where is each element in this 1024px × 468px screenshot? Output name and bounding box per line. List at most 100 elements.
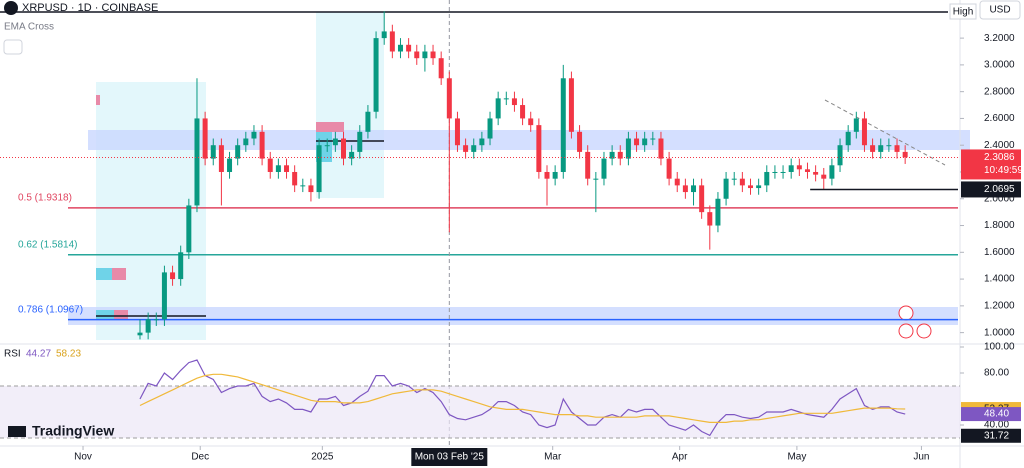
candle-body <box>373 38 379 112</box>
x-tick-label: Apr <box>672 452 688 463</box>
candle-body <box>528 118 534 126</box>
candle-body <box>764 171 770 186</box>
candle-body <box>397 44 403 52</box>
candle-body <box>870 145 876 152</box>
candle-body <box>650 138 656 140</box>
candle-body <box>894 145 900 152</box>
candle-body <box>430 51 436 59</box>
candle-body <box>186 205 192 253</box>
candle-body <box>170 272 176 280</box>
candle-body <box>772 171 778 173</box>
candle-body <box>780 171 786 173</box>
x-tick-label: May <box>787 452 806 463</box>
collapse-button[interactable] <box>3 39 23 55</box>
x-tick-label: 2025 <box>311 452 334 463</box>
candle-body <box>902 151 908 158</box>
trend-line <box>824 99 946 166</box>
logo-text: TradingView <box>32 423 114 439</box>
x-tick-label: Mar <box>544 452 562 463</box>
candle-body <box>438 58 444 79</box>
crosshair-tag <box>411 448 488 466</box>
x-tick-label: Jun <box>913 452 929 463</box>
candle-body <box>218 145 224 172</box>
rsi-title: RSI <box>4 349 21 360</box>
x-tick-label: Dec <box>191 452 209 463</box>
rsi-value: 44.27 <box>26 349 51 360</box>
candle-body <box>145 319 151 333</box>
candle-body <box>878 145 884 152</box>
candle-body <box>178 252 184 280</box>
y-tick-label: 1.4000 <box>984 274 1015 285</box>
y-tick-label: 1.0000 <box>984 327 1015 338</box>
candle-body <box>267 158 273 172</box>
symbol-title: XRPUSD · 1D · COINBASE <box>22 2 158 14</box>
y-tick-label: 3.2000 <box>984 33 1015 44</box>
currency-button[interactable] <box>979 0 1021 20</box>
y-tick-label: 3.0000 <box>984 60 1015 71</box>
candle-body <box>658 138 664 159</box>
vp-bar <box>96 95 100 105</box>
indicator-name: EMA Cross <box>4 22 54 33</box>
rsi-line <box>139 373 906 423</box>
value-tag <box>961 428 1021 443</box>
y-tick-label: 2.4000 <box>984 140 1015 151</box>
candle-body <box>137 332 143 336</box>
candle-body <box>332 138 338 146</box>
value-tag-label: 48.40 <box>984 409 1009 420</box>
candle-body <box>511 98 517 106</box>
y-tick-label: 1.8000 <box>984 220 1015 231</box>
candle-body <box>731 178 737 180</box>
candle-body <box>715 198 721 226</box>
rsi-line <box>139 359 906 437</box>
candle-body <box>471 145 477 152</box>
candle-body <box>349 151 355 159</box>
support-zone <box>68 307 958 325</box>
candle-body <box>381 31 387 39</box>
fib-label: 0.62 (1.5814) <box>18 239 78 250</box>
event-icon[interactable] <box>898 305 914 321</box>
candle-body <box>829 165 835 179</box>
support-tag <box>961 181 1021 198</box>
candle-body <box>422 51 428 59</box>
price-tag <box>961 149 1021 180</box>
candle-body <box>479 138 485 146</box>
crosshair-label: Mon 03 Feb '25 <box>415 452 485 463</box>
y-tick-label: 2.0000 <box>984 193 1015 204</box>
candle-body <box>886 145 892 147</box>
candle-body <box>259 131 265 159</box>
logo-mark <box>8 426 26 437</box>
candle-body <box>446 78 452 119</box>
high-label: High <box>953 7 974 18</box>
event-icon[interactable] <box>916 323 932 339</box>
vp-bar <box>96 310 114 320</box>
candle-body <box>821 174 827 179</box>
candle-body <box>227 158 233 172</box>
symbol-icon <box>4 1 18 15</box>
candle-body <box>503 98 509 100</box>
candle-body <box>495 98 501 119</box>
candle-body <box>487 118 493 139</box>
candle-body <box>153 319 159 321</box>
rsi-band <box>0 386 960 438</box>
candle-body <box>699 185 705 213</box>
candle-body <box>682 185 688 193</box>
candle-body <box>593 178 599 180</box>
candle-body <box>853 118 859 132</box>
candle-body <box>642 138 648 146</box>
candle-body <box>357 131 363 152</box>
candle-body <box>202 118 208 159</box>
candle-body <box>845 131 851 146</box>
value-tag <box>961 407 1021 422</box>
high-tag <box>949 3 977 20</box>
candle-body <box>634 138 640 146</box>
candle-body <box>520 105 526 119</box>
candle-body <box>552 171 558 179</box>
candle-body <box>609 151 615 159</box>
candle-body <box>235 145 241 159</box>
support-label: 2.0695 <box>984 184 1015 195</box>
y-tick-label: 80.00 <box>984 368 1009 379</box>
candle-body <box>389 31 395 52</box>
event-icon[interactable] <box>898 323 914 339</box>
candle-body <box>324 145 330 147</box>
rsi-ma-value: 58.23 <box>56 349 81 360</box>
